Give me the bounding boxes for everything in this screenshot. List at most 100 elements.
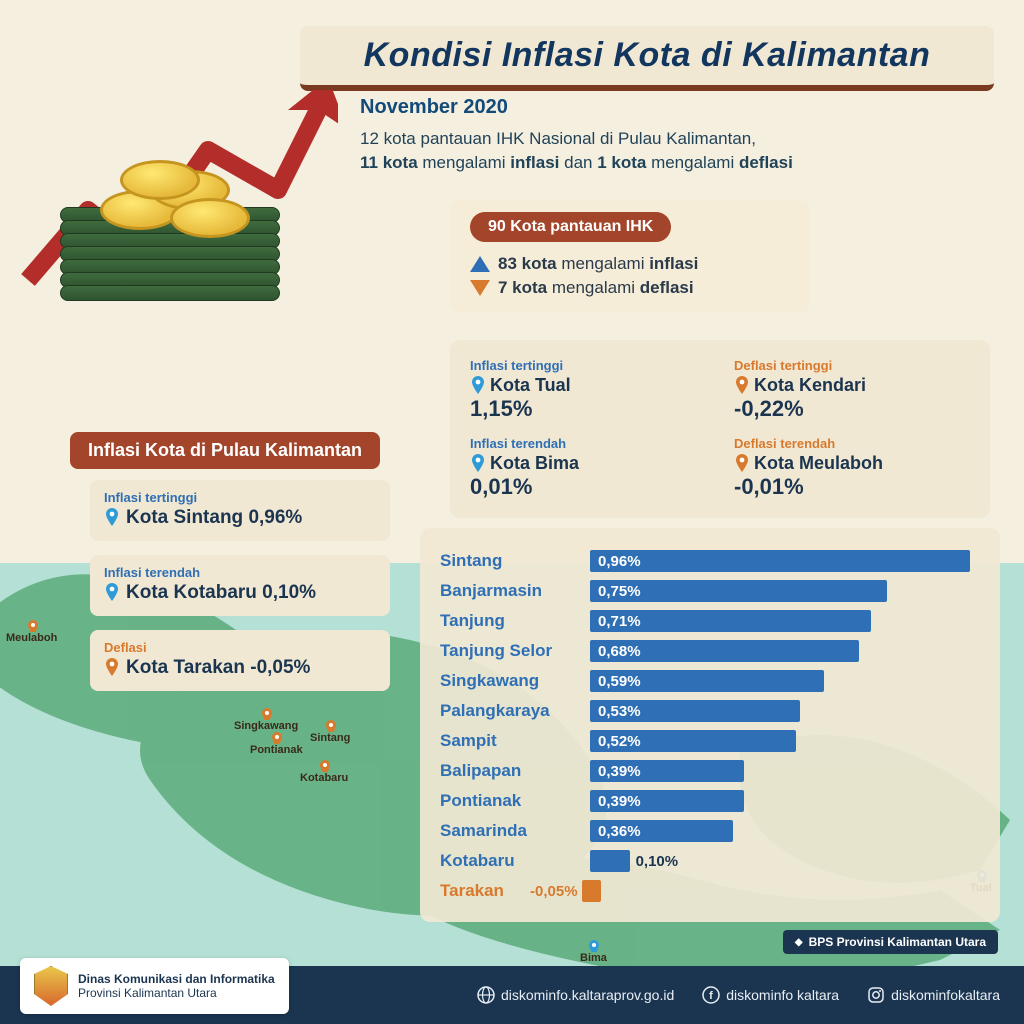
bar-wrap: 0,71%: [590, 610, 980, 632]
regional-def: Deflasi Kota Tarakan -0,05%: [90, 630, 390, 691]
marker-label: Meulaboh: [6, 632, 57, 644]
bar-wrap: 0,96%: [590, 550, 980, 572]
bar-row: Singkawang 0,59%: [440, 666, 980, 696]
bar-wrap: -0,05%: [590, 880, 980, 902]
bar-label: Kotabaru: [440, 851, 590, 871]
bar-row: Samarinda0,36%: [440, 816, 980, 846]
national-badge: 90 Kota pantauan IHK: [470, 212, 671, 242]
extremes-panel: Inflasi tertinggi Kota Tual 1,15% Deflas…: [450, 340, 990, 518]
bar-label: Sampit: [440, 731, 590, 751]
marker-label: Bima: [580, 952, 607, 964]
bar-row: Sampit 0,52%: [440, 726, 980, 756]
svg-text:f: f: [709, 990, 713, 1002]
bar: [582, 880, 602, 902]
date: November 2020: [360, 96, 984, 119]
bar-row: Pontianak 0,39%: [440, 786, 980, 816]
footer-org: Dinas Komunikasi dan InformatikaProvinsi…: [20, 958, 289, 1014]
map-marker: Singkawang: [234, 708, 298, 732]
bar-wrap: 0,59%: [590, 670, 980, 692]
bar-value: 0,52%: [598, 733, 641, 750]
pin-icon: [734, 376, 750, 396]
city-bar-chart: Sintang 0,96% Banjarmasin 0,75% Tanjung0,71%…: [420, 528, 1000, 922]
bar-label: Samarinda: [440, 821, 590, 841]
map-marker: Kotabaru: [300, 760, 348, 784]
bar-value: 0,71%: [598, 613, 641, 630]
marker-label: Kotabaru: [300, 772, 348, 784]
bar-label: Banjarmasin: [440, 581, 590, 601]
map-marker: Bima: [580, 940, 607, 964]
map-marker: Meulaboh: [6, 620, 57, 644]
bar-wrap: 0,52%: [590, 730, 980, 752]
arrow-down-icon: [470, 280, 490, 296]
pin-icon: [318, 760, 330, 772]
bar-row: Palangkaraya 0,53%: [440, 696, 980, 726]
ext-hi-deflasi: Deflasi tertinggi Kota Kendari -0,22%: [734, 358, 970, 422]
bar-label: Tanjung Selor: [440, 641, 590, 661]
bar-value: 0,68%: [598, 643, 641, 660]
bar-wrap: 0,68%: [590, 640, 980, 662]
national-deflasi-row: 7 kota mengalami deflasi: [470, 278, 790, 298]
globe-icon: [477, 986, 495, 1004]
marker-label: Pontianak: [250, 744, 303, 756]
regional-title: Inflasi Kota di Pulau Kalimantan: [70, 432, 380, 469]
bar-wrap: 0,36%: [590, 820, 980, 842]
bar-row: Sintang 0,96%: [440, 546, 980, 576]
footer-facebook: f diskominfo kaltara: [702, 986, 839, 1004]
page-title: Kondisi Inflasi Kota di Kalimantan: [322, 36, 972, 75]
title-banner: Kondisi Inflasi Kota di Kalimantan: [300, 26, 994, 91]
map-marker: Pontianak: [250, 732, 303, 756]
ext-hi-inflasi: Inflasi tertinggi Kota Tual 1,15%: [470, 358, 706, 422]
bar-label: Pontianak: [440, 791, 590, 811]
pin-icon: [104, 508, 120, 528]
national-inflasi-row: 83 kota mengalami inflasi: [470, 254, 790, 274]
bar-label: Balipapan: [440, 761, 590, 781]
bar-wrap: 0,53%: [590, 700, 980, 722]
pin-icon: [104, 658, 120, 678]
ext-lo-inflasi: Inflasi terendah Kota Bima 0,01%: [470, 436, 706, 500]
bar-label: Palangkaraya: [440, 701, 590, 721]
bar-row: Banjarmasin 0,75%: [440, 576, 980, 606]
regional-hi: Inflasi tertinggi Kota Sintang 0,96%: [90, 480, 390, 541]
marker-label: Sintang: [310, 732, 350, 744]
bar-row: Kotabaru 0,10%: [440, 846, 980, 876]
bar-wrap: 0,39%: [590, 760, 980, 782]
bar-wrap: 0,39%: [590, 790, 980, 812]
bar-value: 0,59%: [598, 673, 641, 690]
instagram-icon: [867, 986, 885, 1004]
bar-wrap: 0,75%: [590, 580, 980, 602]
bar-row: Balipapan0,39%: [440, 756, 980, 786]
subheading: November 2020 12 kota pantauan IHK Nasio…: [360, 96, 984, 175]
bar-row: Tanjung Selor 0,68%: [440, 636, 980, 666]
pin-icon: [104, 583, 120, 603]
bar-value: -0,05%: [530, 883, 578, 900]
pin-icon: [260, 708, 272, 720]
bar-wrap: 0,10%: [590, 850, 980, 872]
pin-icon: [270, 732, 282, 744]
map-marker: Sintang: [310, 720, 350, 744]
bar: [590, 850, 630, 872]
bar-row: Tarakan-0,05%: [440, 876, 980, 906]
bar-label: Sintang: [440, 551, 590, 571]
pin-icon: [470, 454, 486, 474]
summary-text: 12 kota pantauan IHK Nasional di Pulau K…: [360, 127, 984, 175]
facebook-icon: f: [702, 986, 720, 1004]
bar-value: 0,75%: [598, 583, 641, 600]
bar: [590, 550, 970, 572]
footer-web: diskominfo.kaltaraprov.go.id: [477, 986, 674, 1004]
pin-icon: [324, 720, 336, 732]
bar-value: 0,96%: [598, 553, 641, 570]
bar-label: Singkawang: [440, 671, 590, 691]
bar-value: 0,53%: [598, 703, 641, 720]
marker-label: Singkawang: [234, 720, 298, 732]
bar-value: 0,39%: [598, 793, 641, 810]
ext-lo-deflasi: Deflasi terendah Kota Meulaboh -0,01%: [734, 436, 970, 500]
bar-row: Tanjung0,71%: [440, 606, 980, 636]
money-illustration: [10, 90, 350, 350]
national-panel: 90 Kota pantauan IHK 83 kota mengalami i…: [450, 200, 810, 312]
bar-value: 0,10%: [636, 853, 679, 870]
pin-icon: [734, 454, 750, 474]
arrow-up-icon: [470, 256, 490, 272]
pin-icon: [587, 940, 599, 952]
pin-icon: [26, 620, 38, 632]
bps-badge: BPS Provinsi Kalimantan Utara: [783, 930, 998, 954]
